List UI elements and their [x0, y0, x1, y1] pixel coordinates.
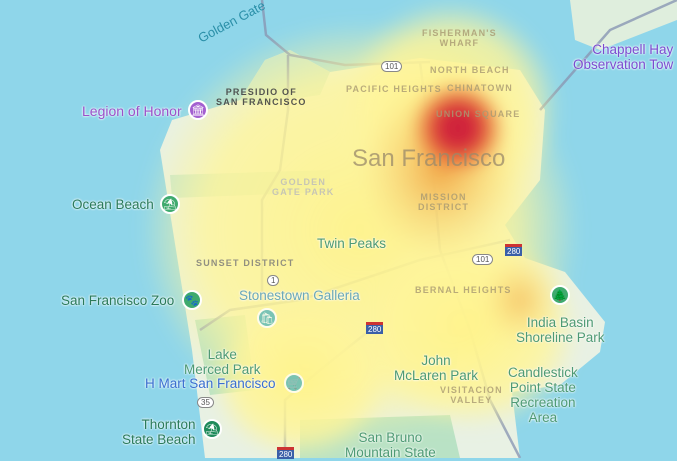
poi-h-mart[interactable]: H Mart San Francisco: [145, 376, 276, 391]
district-bernal-heights: BERNAL HEIGHTS: [415, 285, 512, 295]
park-candlestick[interactable]: Candlestick Point State Recreation Area: [508, 365, 578, 425]
interstate-shield-280: 280: [277, 447, 295, 459]
paw-icon[interactable]: 🐾: [182, 290, 202, 310]
route-shield-101: 101: [472, 254, 494, 265]
district-chinatown: CHINATOWN: [447, 83, 513, 93]
district-mission: MISSION DISTRICT: [418, 192, 470, 212]
route-shield-1: 1: [267, 275, 280, 286]
park-twin-peaks[interactable]: Twin Peaks: [317, 236, 387, 251]
district-north-beach: NORTH BEACH: [430, 65, 510, 75]
park-lake-merced[interactable]: Lake Merced Park: [184, 347, 261, 377]
district-pacific-heights: PACIFIC HEIGHTS: [346, 84, 442, 94]
museum-icon[interactable]: 🏛: [188, 100, 208, 120]
heatmap-peak: [410, 80, 506, 176]
poi-legion-of-honor[interactable]: Legion of Honor: [82, 103, 182, 119]
poi-ocean-beach[interactable]: Ocean Beach: [72, 197, 154, 212]
poi-india-basin[interactable]: India Basin Shoreline Park: [516, 315, 605, 345]
route-shield-35: 35: [197, 397, 214, 408]
park-mclaren[interactable]: John McLaren Park: [394, 353, 479, 383]
poi-stonestown[interactable]: Stonestown Galleria: [239, 288, 360, 303]
park-san-bruno[interactable]: San Bruno Mountain State: [345, 430, 436, 460]
poi-sf-zoo[interactable]: San Francisco Zoo: [61, 293, 175, 308]
tree-icon[interactable]: 🌲: [550, 285, 570, 305]
district-union-square: UNION SQUARE: [436, 109, 521, 119]
district-golden-gate-park: GOLDEN GATE PARK: [272, 177, 335, 197]
interstate-shield-280: 280: [366, 322, 384, 334]
poi-chappell-hayes[interactable]: Chappell Hay Observation Tow: [573, 42, 674, 72]
interstate-shield-280: 280: [505, 244, 523, 256]
poi-thornton-state-beach[interactable]: Thornton State Beach: [122, 417, 196, 447]
district-sunset: SUNSET DISTRICT: [196, 258, 295, 268]
shopping-bag-icon[interactable]: 🛍: [257, 308, 277, 328]
beach-icon[interactable]: ⛱: [160, 194, 180, 214]
beach-icon[interactable]: ⛱: [202, 419, 222, 439]
district-visitacion-valley: VISITACION VALLEY: [440, 385, 503, 405]
route-shield-101: 101: [381, 61, 403, 72]
heatmap-layer: [140, 0, 580, 458]
district-fishermans-wharf: FISHERMAN'S WHARF: [422, 28, 497, 48]
shopping-cart-icon[interactable]: 🛒: [284, 373, 304, 393]
district-presidio: PRESIDIO OF SAN FRANCISCO: [216, 87, 307, 107]
city-label: San Francisco: [352, 145, 506, 172]
